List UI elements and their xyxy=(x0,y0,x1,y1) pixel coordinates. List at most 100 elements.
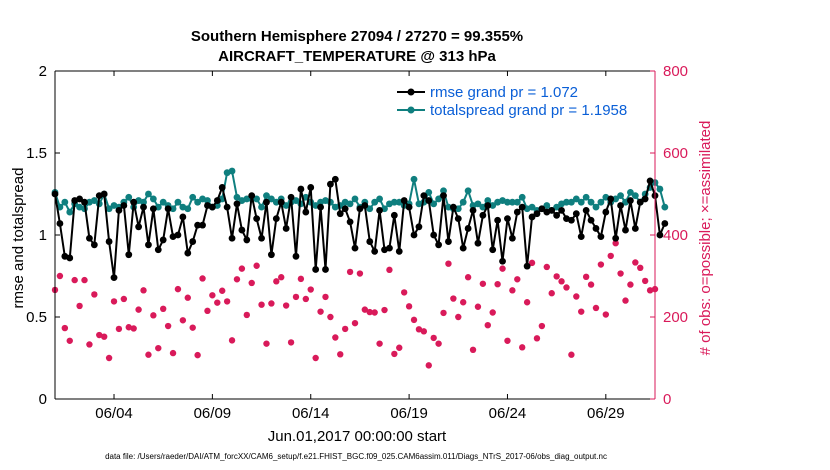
obs-count-point xyxy=(592,304,600,312)
rmse-point xyxy=(194,221,202,229)
obs-count-point xyxy=(484,322,491,329)
obs-count-point xyxy=(553,273,560,280)
legend-spread-label: totalspread grand pr = 1.1958 xyxy=(430,102,627,119)
rmse-point xyxy=(572,210,580,218)
rmse-point xyxy=(656,231,664,239)
totalspread-point xyxy=(169,205,177,213)
totalspread-point xyxy=(513,198,521,206)
obs-count-point xyxy=(617,270,624,277)
rmse-point xyxy=(405,203,413,211)
obs-count-point xyxy=(607,252,614,260)
totalspread-point xyxy=(390,198,398,206)
rmse-point xyxy=(617,202,624,209)
totalspread-point xyxy=(258,203,265,211)
obs-count-point xyxy=(96,331,103,339)
totalspread-point xyxy=(631,192,639,200)
obs-count-point xyxy=(464,274,472,281)
rmse-point xyxy=(602,208,610,216)
totalspread-point xyxy=(410,175,418,183)
rmse-point xyxy=(327,180,334,188)
rmse-point xyxy=(386,244,393,252)
totalspread-point xyxy=(66,208,74,216)
rmse-point xyxy=(233,200,241,208)
rmse-point xyxy=(90,241,98,249)
totalspread-point xyxy=(159,198,167,206)
obs-count-point xyxy=(356,270,364,277)
obs-count-point xyxy=(405,303,413,310)
obs-count-point xyxy=(386,266,393,274)
totalspread-point xyxy=(371,198,379,206)
totalspread-point xyxy=(263,192,270,200)
x-tick-label: 06/04 xyxy=(95,405,133,422)
totalspread-point xyxy=(233,193,241,201)
rmse-point xyxy=(179,213,187,221)
rmse-point xyxy=(307,184,315,191)
obs-count-point xyxy=(371,309,378,316)
totalspread-point xyxy=(508,198,516,206)
obs-count-point xyxy=(145,351,152,358)
legend-spread-marker xyxy=(407,106,415,114)
totalspread-point xyxy=(228,167,236,175)
obs-count-point xyxy=(420,328,428,335)
totalspread-point xyxy=(194,198,202,206)
obs-count-point xyxy=(612,240,619,247)
obs-count-point xyxy=(587,281,595,288)
right-tick-label: 400 xyxy=(663,227,688,244)
obs-count-point xyxy=(71,276,78,284)
rmse-point xyxy=(140,203,147,211)
rmse-point xyxy=(622,226,629,234)
obs-count-point xyxy=(209,292,216,299)
rmse-point xyxy=(631,225,639,232)
totalspread-point xyxy=(61,198,69,206)
rmse-point xyxy=(641,195,649,203)
obs-count-point xyxy=(312,354,319,362)
rmse-point xyxy=(627,197,634,204)
rmse-point xyxy=(395,248,403,255)
totalspread-point xyxy=(425,188,433,196)
legend-rmse-label: rmse grand pr = 1.072 xyxy=(430,84,578,101)
obs-count-point xyxy=(61,324,69,332)
obs-count-point xyxy=(253,262,260,269)
obs-count-point xyxy=(415,326,423,333)
obs-count-point xyxy=(646,287,654,294)
x-ticks: 06/04 06/09 06/14 06/19 06/24 06/29 xyxy=(95,71,625,422)
x-tick-label: 06/14 xyxy=(292,405,330,422)
rmse-point xyxy=(312,266,320,273)
totalspread-point xyxy=(582,193,590,201)
rmse-point xyxy=(484,202,492,209)
rmse-point xyxy=(454,215,462,223)
rmse-point xyxy=(420,192,428,200)
obs-count-point xyxy=(459,299,467,306)
rmse-point xyxy=(612,234,620,242)
rmse-point xyxy=(646,177,654,185)
y-axis-label-left: rmse and totalspread xyxy=(10,168,27,309)
obs-count-point xyxy=(228,337,236,344)
obs-count-point xyxy=(578,308,585,315)
obs-count-point xyxy=(248,279,255,287)
rmse-point xyxy=(494,216,502,224)
totalspread-point xyxy=(592,203,600,211)
totalspread-point xyxy=(518,193,526,201)
obs-count-point xyxy=(91,291,98,298)
chart-subtitle: AIRCRAFT_TEMPERATURE @ 313 hPa xyxy=(218,48,496,65)
rmse-point xyxy=(400,197,408,204)
rmse-point xyxy=(499,257,506,265)
totalspread-point xyxy=(376,195,383,203)
left-tick-label: 1.5 xyxy=(26,145,47,162)
obs-count-point xyxy=(381,306,388,314)
totalspread-point xyxy=(459,198,467,206)
rmse-point xyxy=(159,236,167,244)
totalspread-point xyxy=(504,198,511,206)
rmse-point xyxy=(228,234,236,242)
obs-count-point xyxy=(189,324,196,331)
obs-count-point xyxy=(332,334,339,341)
rmse-point xyxy=(464,225,472,232)
rmse-point xyxy=(513,208,521,216)
obs-count-point xyxy=(455,313,462,321)
right-tick-label: 800 xyxy=(663,63,688,80)
obs-count-point xyxy=(179,317,187,324)
totalspread-point xyxy=(174,198,182,206)
obs-count-point xyxy=(184,294,191,301)
rmse-point xyxy=(174,231,182,239)
obs-count-point xyxy=(100,333,108,340)
